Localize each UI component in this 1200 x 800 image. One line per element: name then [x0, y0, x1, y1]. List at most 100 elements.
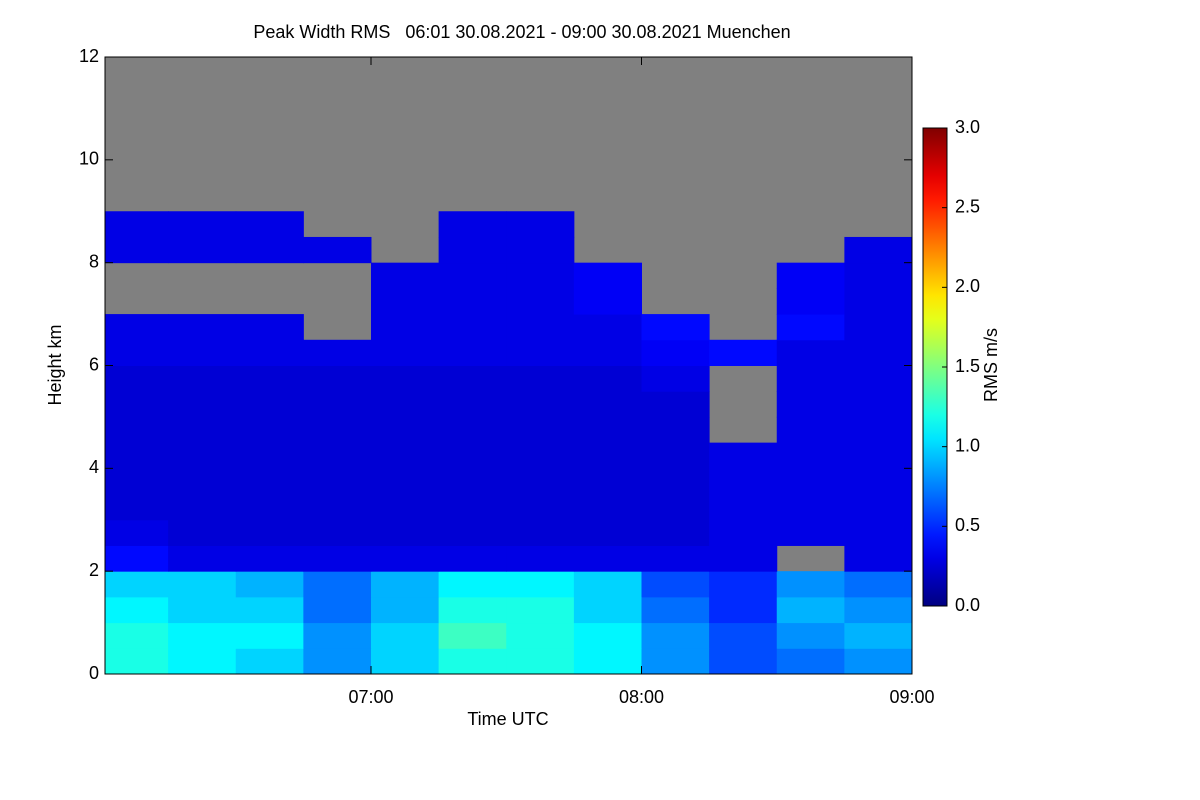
heatmap-cell [709, 494, 778, 521]
heatmap-cell [105, 365, 169, 392]
heatmap-cell [506, 596, 575, 624]
heatmap-cell [105, 571, 169, 598]
heatmap-cell [438, 519, 507, 546]
heatmap-cell [370, 442, 440, 469]
heatmap-cell [844, 236, 913, 264]
heatmap-cell [506, 365, 575, 392]
heatmap-cell [370, 468, 440, 495]
heatmap-cell [105, 416, 169, 444]
heatmap-cell [235, 596, 304, 624]
heatmap-cell [235, 236, 304, 264]
heatmap-cell [573, 519, 642, 546]
heatmap-cell [776, 416, 845, 444]
heatmap-cell [438, 416, 507, 444]
heatmap-cell [844, 494, 913, 521]
heatmap-cell [844, 365, 913, 392]
heatmap-cell [168, 236, 237, 264]
heatmap-cell [438, 494, 507, 521]
heatmap-cell [235, 468, 304, 495]
y-tick-label: 0 [89, 663, 99, 683]
heatmap-cell [844, 648, 913, 675]
heatmap-cell [235, 571, 304, 598]
heatmap-cell [776, 339, 845, 366]
heatmap-cell [168, 442, 237, 469]
x-tick-label: 09:00 [889, 687, 934, 707]
heatmap-cell [573, 442, 642, 469]
heatmap-cell [506, 519, 575, 546]
heatmap-cell [438, 365, 507, 392]
heatmap-cell [235, 365, 304, 392]
colorbar-tick-label: 2.0 [955, 276, 980, 296]
heatmap-cell [235, 339, 304, 366]
heatmap-cell [438, 339, 507, 366]
heatmap-cell [776, 468, 845, 495]
heatmap-cell [641, 545, 710, 572]
heatmap-cell [105, 236, 169, 264]
heatmap-cell [235, 622, 304, 649]
heatmap-cell [709, 468, 778, 495]
heatmap-cell [844, 339, 913, 366]
heatmap-cell [105, 468, 169, 495]
heatmap-cell [370, 622, 440, 649]
heatmap-cell [776, 571, 845, 598]
y-tick-label: 2 [89, 560, 99, 580]
heatmap-cell [105, 442, 169, 469]
heatmap-cell [438, 622, 507, 649]
heatmap-cell [105, 519, 169, 546]
heatmap-cell [235, 519, 304, 546]
heatmap-cell [370, 262, 440, 289]
heatmap-cell [168, 494, 237, 521]
colorbar-tick-label: 1.0 [955, 435, 980, 455]
heatmap-cell [506, 648, 575, 675]
y-tick-label: 8 [89, 251, 99, 271]
heatmap-cell [438, 648, 507, 675]
heatmap-cell [641, 596, 710, 624]
heatmap-cell [709, 545, 778, 572]
heatmap-cell [573, 365, 642, 392]
heatmap-cell [641, 571, 710, 598]
y-tick-label: 12 [79, 46, 99, 66]
colorbar-label: RMS m/s [981, 328, 1001, 402]
heatmap-cell [235, 648, 304, 675]
heatmap-cell [641, 339, 710, 366]
heatmap-cell [438, 262, 507, 289]
heatmap-cell [641, 391, 710, 418]
y-axis-label: Height km [45, 324, 65, 405]
heatmap-cell [303, 468, 372, 495]
heatmap-cell [370, 519, 440, 546]
x-tick-label: 07:00 [348, 687, 393, 707]
colorbar-tick-label: 2.5 [955, 196, 980, 216]
heatmap-cell [506, 236, 575, 264]
heatmap-cell [776, 391, 845, 418]
heatmap-cell [438, 391, 507, 418]
heatmap-cell [438, 288, 507, 315]
heatmap-cell [303, 519, 372, 546]
colorbar-tick-label: 3.0 [955, 117, 980, 137]
heatmap-cell [168, 365, 237, 392]
heatmap-cell [438, 571, 507, 598]
heatmap-cell [709, 622, 778, 649]
heatmap-cell [776, 442, 845, 469]
heatmap-cell [844, 442, 913, 469]
heatmap-cell [776, 519, 845, 546]
heatmap-cell [776, 648, 845, 675]
heatmap-cell [641, 365, 710, 392]
heatmap-cell [168, 596, 237, 624]
heatmap-cell [709, 339, 778, 366]
heatmap-cell [168, 648, 237, 675]
heatmap-cell [168, 391, 237, 418]
heatmap-cell [168, 416, 237, 444]
heatmap-cell [105, 494, 169, 521]
heatmap-cell [506, 622, 575, 649]
y-tick-label: 6 [89, 354, 99, 374]
x-tick-label: 08:00 [619, 687, 664, 707]
heatmap-cell [506, 339, 575, 366]
heatmap-cell [438, 314, 507, 341]
heatmap-cell [370, 391, 440, 418]
heatmap-cell [303, 622, 372, 649]
heatmap-cell [303, 391, 372, 418]
heatmap-cell [105, 211, 169, 238]
heatmap-cell [105, 314, 169, 341]
heatmap-cell [303, 596, 372, 624]
